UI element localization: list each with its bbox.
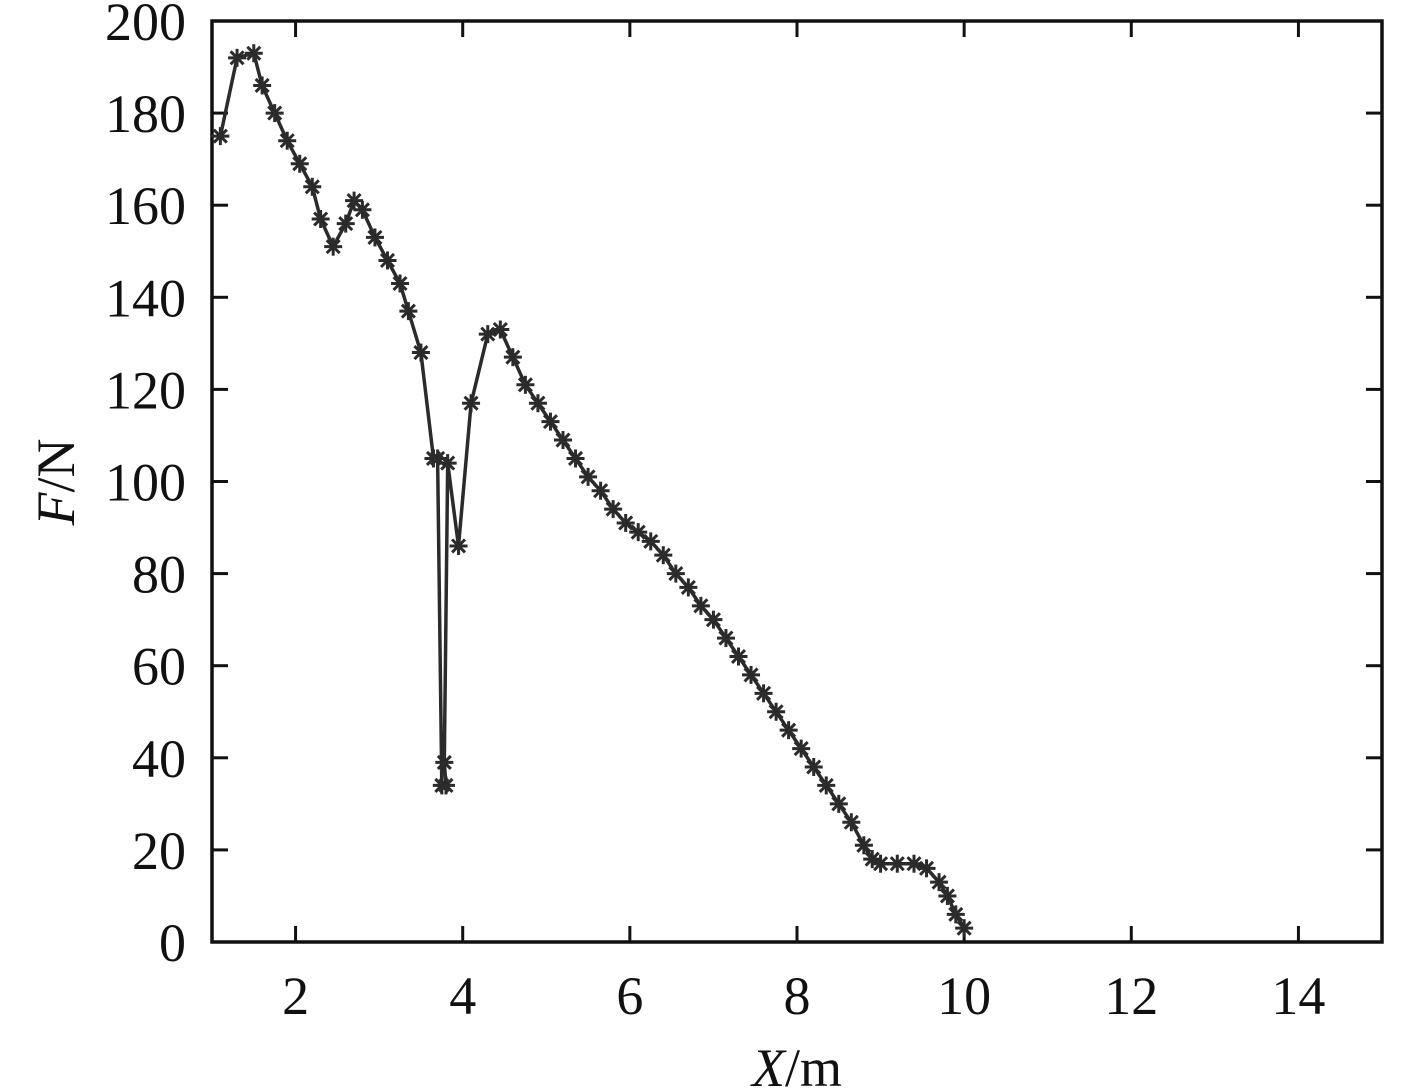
data-point-36 — [604, 500, 623, 519]
data-point-28 — [503, 348, 522, 367]
data-point-39 — [641, 532, 660, 551]
y-axis-title: F/N — [26, 439, 86, 527]
x-tick-label-8: 8 — [784, 966, 811, 1026]
axis-ticks — [212, 19, 1382, 944]
data-point-29 — [516, 375, 535, 394]
data-point-13 — [365, 228, 384, 247]
data-point-24 — [449, 536, 468, 555]
data-point-51 — [792, 739, 811, 758]
x-tick-label-14: 14 — [1271, 966, 1325, 1026]
data-point-7 — [303, 177, 322, 196]
data-point-32 — [554, 431, 572, 450]
data-point-41 — [666, 564, 685, 583]
y-tick-label-160: 160 — [105, 176, 186, 236]
data-point-9 — [324, 237, 343, 256]
data-point-31 — [541, 412, 560, 431]
y-tick-label-0: 0 — [159, 913, 186, 973]
data-point-52 — [804, 758, 823, 777]
y-tick-label-80: 80 — [132, 545, 186, 605]
data-point-45 — [716, 629, 735, 648]
data-point-27 — [491, 320, 510, 339]
data-point-38 — [629, 523, 648, 542]
data-point-37 — [616, 513, 635, 532]
x-axis-title: X/m — [750, 1038, 842, 1091]
y-tick-label-20: 20 — [132, 821, 186, 881]
data-point-35 — [591, 481, 610, 500]
data-point-16 — [399, 302, 418, 321]
data-point-5 — [278, 131, 297, 150]
y-tick-label-100: 100 — [105, 453, 186, 513]
y-tick-label-180: 180 — [105, 84, 186, 144]
data-point-61 — [917, 859, 936, 878]
y-tick-label-200: 200 — [105, 0, 186, 52]
data-point-62 — [930, 873, 949, 892]
y-tick-label-60: 60 — [132, 637, 186, 697]
data-point-40 — [654, 546, 673, 565]
x-axis-unit: /m — [785, 1038, 842, 1091]
data-point-58 — [871, 854, 890, 873]
data-point-1 — [228, 48, 247, 67]
data-point-25 — [462, 394, 481, 413]
y-tick-label-40: 40 — [132, 729, 186, 789]
data-point-47 — [742, 665, 761, 684]
data-point-48 — [754, 684, 773, 703]
data-point-4 — [265, 104, 284, 123]
x-tick-label-4: 4 — [449, 966, 476, 1026]
data-point-8 — [311, 210, 330, 229]
y-axis-variable: F — [26, 492, 86, 527]
data-point-64 — [946, 905, 965, 924]
data-point-3 — [253, 76, 272, 95]
data-point-44 — [704, 610, 723, 629]
data-point-54 — [829, 794, 848, 813]
x-tick-label-2: 2 — [282, 966, 309, 1026]
data-point-63 — [938, 886, 957, 905]
data-point-49 — [767, 702, 786, 721]
data-point-46 — [729, 647, 748, 666]
data-point-30 — [528, 394, 547, 413]
plot-frame — [210, 19, 1384, 944]
data-point-55 — [842, 813, 861, 832]
x-axis-variable: X — [750, 1038, 787, 1091]
y-tick-label-140: 140 — [105, 268, 186, 328]
y-axis-unit: /N — [26, 439, 86, 493]
data-point-33 — [566, 449, 585, 468]
data-point-12 — [353, 200, 372, 219]
data-point-42 — [679, 578, 698, 597]
data-point-22 — [435, 753, 454, 772]
x-tick-label-10: 10 — [937, 966, 991, 1026]
data-point-6 — [290, 154, 309, 173]
data-point-53 — [817, 776, 836, 795]
data-point-2 — [244, 44, 263, 63]
x-tick-label-6: 6 — [616, 966, 643, 1026]
data-point-50 — [779, 721, 798, 740]
data-point-59 — [888, 854, 907, 873]
x-tick-label-12: 12 — [1104, 966, 1158, 1026]
data-point-56 — [854, 836, 873, 855]
data-point-0 — [211, 127, 230, 146]
y-tick-label-120: 120 — [105, 360, 186, 420]
data-point-65 — [955, 919, 974, 938]
data-point-43 — [691, 596, 710, 615]
data-point-21 — [437, 776, 455, 795]
data-point-15 — [391, 274, 410, 293]
data-point-17 — [411, 343, 430, 362]
data-point-10 — [336, 214, 355, 233]
data-point-34 — [579, 467, 598, 486]
data-point-23 — [438, 454, 457, 473]
series-markers — [211, 44, 974, 938]
data-point-14 — [378, 251, 397, 270]
